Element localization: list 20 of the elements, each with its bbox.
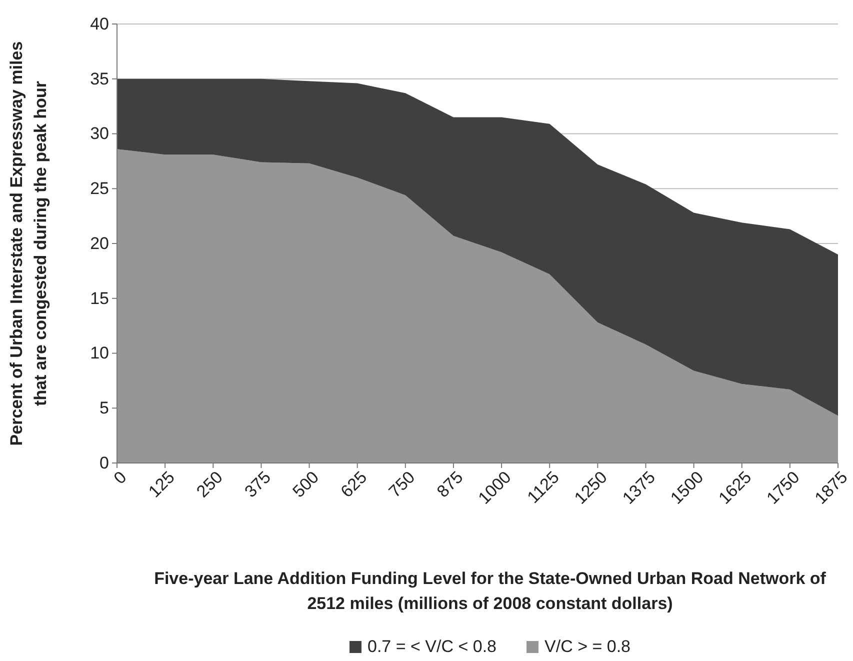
y-tick-label: 10 bbox=[90, 344, 109, 363]
y-tick-label: 0 bbox=[100, 453, 109, 472]
x-tick-label: 250 bbox=[192, 468, 226, 502]
x-tick-label: 625 bbox=[337, 468, 371, 502]
x-tick-label: 500 bbox=[289, 468, 323, 502]
x-tick-label: 375 bbox=[240, 468, 274, 502]
legend-label: V/C > = 0.8 bbox=[544, 637, 631, 656]
x-tick-label: 125 bbox=[144, 468, 178, 502]
y-tick-label: 40 bbox=[90, 14, 109, 34]
y-axis-title: Percent of Urban Interstate and Expressway miles that are congested during the peak hour bbox=[7, 41, 50, 446]
y-tick-label: 15 bbox=[90, 288, 109, 308]
legend-label: 0.7 = < V/C < 0.8 bbox=[367, 637, 497, 656]
y-tick-label: 25 bbox=[90, 179, 109, 198]
y-tick-label: 30 bbox=[90, 124, 109, 144]
y-tick-label: 35 bbox=[90, 69, 109, 88]
x-axis-title: Five-year Lane Addition Funding Level for the State-Owned Urban Road Network of 2512 miles (millions of 2008 constant dollars) bbox=[154, 569, 826, 613]
y-tick-label: 5 bbox=[100, 398, 109, 418]
x-tick-label: 875 bbox=[433, 468, 467, 502]
x-tick-label: 750 bbox=[385, 468, 419, 502]
y-tick-label: 20 bbox=[90, 234, 109, 253]
